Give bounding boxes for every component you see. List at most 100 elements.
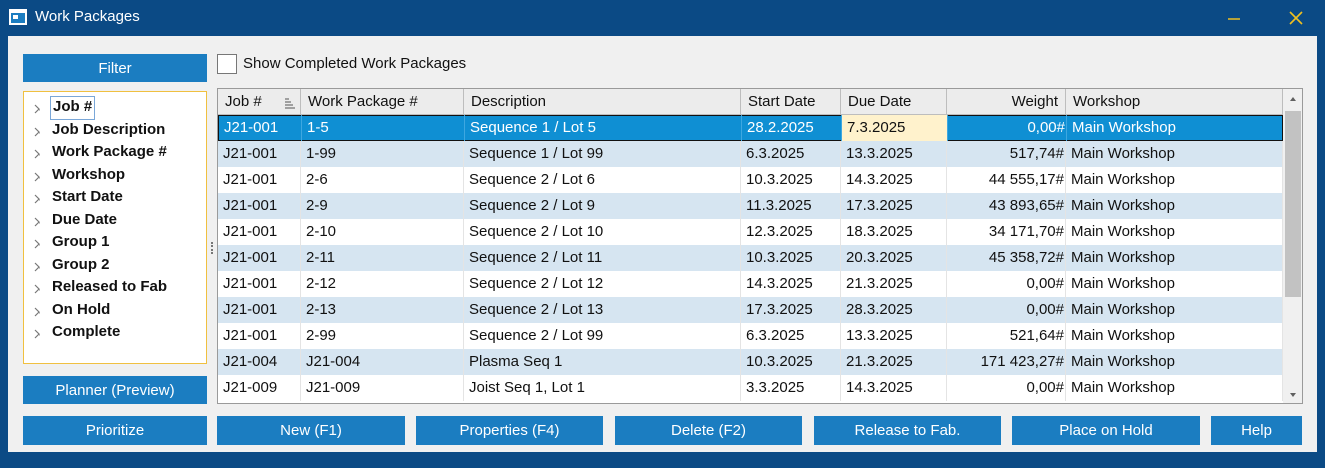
- grid-cell: Sequence 2 / Lot 12: [464, 271, 741, 297]
- grid-cell: J21-004: [301, 349, 464, 375]
- grid-cell: 13.3.2025: [841, 141, 947, 167]
- grid-row[interactable]: J21-001 2-6 Sequence 2 / Lot 6 10.3.2025 14.…: [218, 167, 1283, 193]
- grid-cell: Main Workshop: [1066, 375, 1283, 401]
- grid-cell: 44 555,17#: [947, 167, 1066, 193]
- action-button[interactable]: Prioritize: [23, 416, 207, 445]
- filter-item[interactable]: Group 1: [52, 233, 110, 250]
- grid-cell: Main Workshop: [1066, 141, 1283, 167]
- minimize-button[interactable]: [1226, 10, 1242, 26]
- grid-cell: 7.3.2025: [842, 115, 948, 141]
- grid-cell: 17.3.2025: [841, 193, 947, 219]
- action-button[interactable]: Properties (F4): [416, 416, 603, 445]
- grid-cell: J21-001: [218, 141, 301, 167]
- scrollbar[interactable]: [1283, 89, 1303, 403]
- filter-item[interactable]: Job #: [50, 96, 96, 120]
- grid-cell: Sequence 2 / Lot 99: [464, 323, 741, 349]
- action-button[interactable]: New (F1): [217, 416, 405, 445]
- expand-arrow[interactable]: [32, 188, 42, 210]
- filter-tree: Job # Job Description Work Package # Worksh…: [23, 91, 207, 364]
- expand-arrow[interactable]: [32, 143, 42, 165]
- grid-cell: 0,00#: [947, 297, 1066, 323]
- grid-cell: 13.3.2025: [841, 323, 947, 349]
- grid-cell: Main Workshop: [1066, 297, 1283, 323]
- expand-arrow[interactable]: [32, 301, 42, 323]
- expand-arrow[interactable]: [32, 98, 42, 120]
- filter-item[interactable]: Job Description: [52, 120, 166, 138]
- grid-row[interactable]: J21-001 2-99 Sequence 2 / Lot 99 6.3.2025 13…: [218, 323, 1283, 349]
- filter-item[interactable]: Start Date: [52, 188, 123, 205]
- expand-arrow[interactable]: [32, 166, 42, 188]
- grid-cell: 11.3.2025: [741, 193, 841, 219]
- grid-cell: Main Workshop: [1066, 245, 1283, 271]
- grid-row[interactable]: J21-001 2-9 Sequence 2 / Lot 9 11.3.2025 17.…: [218, 193, 1283, 219]
- grid-cell: 6.3.2025: [741, 141, 841, 167]
- grid-cell: Main Workshop: [1066, 323, 1283, 349]
- grid-row[interactable]: J21-001 2-13 Sequence 2 / Lot 13 17.3.2025 2…: [218, 297, 1283, 323]
- planner-button[interactable]: Planner (Preview): [23, 376, 207, 404]
- filter-item[interactable]: Work Package #: [52, 143, 167, 160]
- expand-arrow[interactable]: [32, 323, 42, 345]
- column-header[interactable]: Due Date: [841, 89, 947, 115]
- grid-cell: 14.3.2025: [741, 271, 841, 297]
- grid-cell: Main Workshop: [1066, 349, 1283, 375]
- filter-item[interactable]: Complete: [52, 323, 121, 340]
- grid-row[interactable]: J21-004 J21-004 Plasma Seq 1 10.3.2025 21.3.…: [218, 349, 1283, 375]
- sort-indicator: [285, 98, 295, 109]
- grid-cell: 2-99: [301, 323, 464, 349]
- grid-row[interactable]: J21-001 2-10 Sequence 2 / Lot 10 12.3.2025 1…: [218, 219, 1283, 245]
- grid-cell: 10.3.2025: [741, 245, 841, 271]
- filter-item[interactable]: On Hold: [52, 300, 111, 318]
- scroll-down[interactable]: [1283, 387, 1303, 403]
- checkbox[interactable]: [217, 54, 237, 74]
- grid-row[interactable]: J21-009 J21-009 Joist Seq 1, Lot 1 3.3.2025…: [218, 375, 1283, 401]
- grid-cell: Sequence 2 / Lot 13: [464, 297, 741, 323]
- close-button[interactable]: [1288, 10, 1304, 26]
- action-button[interactable]: Delete (F2): [615, 416, 802, 445]
- grid-cell: 0,00#: [947, 271, 1066, 297]
- action-button[interactable]: Release to Fab.: [814, 416, 1001, 445]
- grid-cell: Sequence 1 / Lot 5: [465, 115, 742, 141]
- grid-cell: Main Workshop: [1066, 271, 1283, 297]
- filter-item[interactable]: Due Date: [52, 210, 118, 228]
- action-button[interactable]: Place on Hold: [1012, 416, 1200, 445]
- grid-row[interactable]: J21-001 1-5 Sequence 1 / Lot 5 28.2.2025 7.3…: [218, 115, 1284, 141]
- grid-cell: 517,74#: [947, 141, 1066, 167]
- grid-cell: Main Workshop: [1067, 115, 1284, 141]
- column-header[interactable]: Weight: [947, 89, 1066, 115]
- column-header[interactable]: Work Package #: [301, 89, 464, 115]
- grid-cell: 2-9: [301, 193, 464, 219]
- expand-arrow[interactable]: [32, 211, 42, 233]
- grid-row[interactable]: J21-001 2-11 Sequence 2 / Lot 11 10.3.2025 2…: [218, 245, 1283, 271]
- expand-arrow[interactable]: [32, 256, 42, 278]
- grid-row[interactable]: J21-001 1-99 Sequence 1 / Lot 99 6.3.2025 13…: [218, 141, 1283, 167]
- grid-cell: J21-001: [219, 115, 302, 141]
- grid-cell: J21-009: [218, 375, 301, 401]
- column-header[interactable]: Start Date: [741, 89, 841, 115]
- grid-cell: Sequence 2 / Lot 11: [464, 245, 741, 271]
- grid-cell: 2-10: [301, 219, 464, 245]
- grid-cell: 521,64#: [947, 323, 1066, 349]
- column-header[interactable]: Workshop: [1066, 89, 1283, 115]
- grid-cell: Sequence 2 / Lot 6: [464, 167, 741, 193]
- filter-button[interactable]: Filter: [23, 54, 207, 82]
- grid-cell: 28.2.2025: [742, 115, 842, 141]
- filter-item[interactable]: Workshop: [52, 165, 126, 183]
- action-button[interactable]: Help: [1211, 416, 1302, 445]
- grid-cell: 0,00#: [948, 115, 1067, 141]
- filter-item[interactable]: Released to Fab: [52, 278, 168, 295]
- grid-cell: 1-99: [301, 141, 464, 167]
- grid-cell: Main Workshop: [1066, 219, 1283, 245]
- checkbox-label[interactable]: Show Completed Work Packages: [243, 55, 467, 72]
- grid-row[interactable]: J21-001 2-12 Sequence 2 / Lot 12 14.3.2025 2…: [218, 271, 1283, 297]
- expand-arrow[interactable]: [32, 121, 42, 143]
- scroll-thumb[interactable]: [1285, 111, 1301, 297]
- grid-cell: 20.3.2025: [841, 245, 947, 271]
- grid-cell: 14.3.2025: [841, 375, 947, 401]
- grid-cell: 45 358,72#: [947, 245, 1066, 271]
- filter-item[interactable]: Group 2: [52, 255, 110, 273]
- expand-arrow[interactable]: [32, 278, 42, 300]
- scroll-up[interactable]: [1283, 91, 1303, 107]
- grid-cell: 2-12: [301, 271, 464, 297]
- expand-arrow[interactable]: [32, 233, 42, 255]
- column-header[interactable]: Description: [464, 89, 741, 115]
